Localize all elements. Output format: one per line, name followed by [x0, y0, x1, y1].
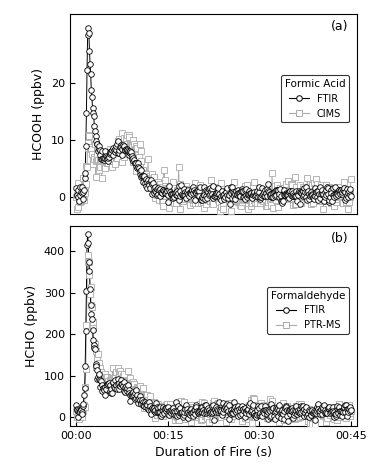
Legend: FTIR, CIMS: FTIR, CIMS [281, 75, 349, 123]
Y-axis label: HCOOH (ppbv): HCOOH (ppbv) [32, 68, 45, 160]
X-axis label: Duration of Fire (s): Duration of Fire (s) [155, 446, 272, 459]
Legend: FTIR, PTR-MS: FTIR, PTR-MS [267, 287, 349, 334]
Text: (a): (a) [331, 20, 348, 33]
Y-axis label: HCHO (ppbv): HCHO (ppbv) [25, 285, 38, 367]
Text: (b): (b) [331, 232, 348, 245]
